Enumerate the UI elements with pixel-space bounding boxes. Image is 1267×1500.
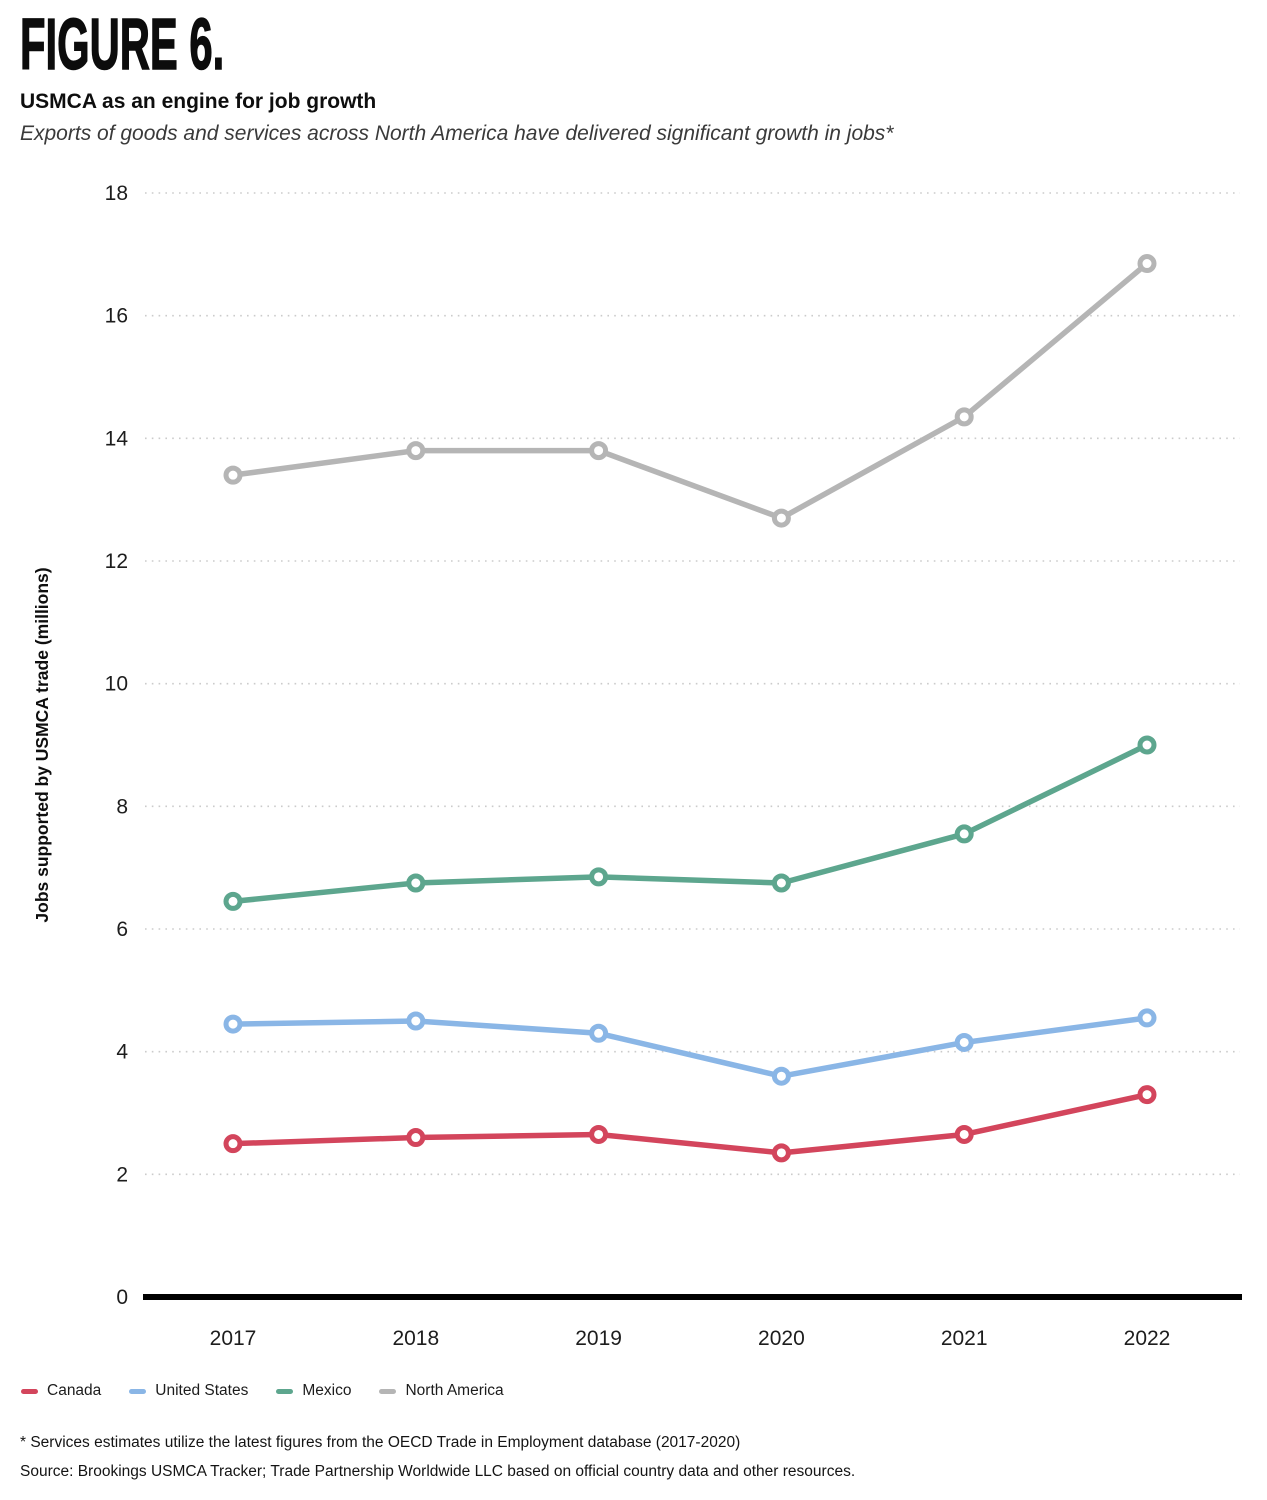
data-point-marker bbox=[406, 1011, 426, 1031]
x-tick-label: 2018 bbox=[392, 1327, 439, 1350]
footnote-source: Source: Brookings USMCA Tracker; Trade P… bbox=[20, 1463, 856, 1480]
data-point-marker bbox=[954, 407, 974, 427]
series-line-mexico bbox=[230, 742, 1150, 905]
data-point-marker bbox=[223, 891, 243, 911]
data-point-marker bbox=[954, 1032, 974, 1052]
x-tick-label: 2020 bbox=[758, 1327, 805, 1350]
chart-title: USMCA as an engine for job growth bbox=[20, 90, 377, 114]
data-point-marker bbox=[223, 1134, 243, 1154]
data-point-marker bbox=[1137, 254, 1157, 274]
y-tick-label: 0 bbox=[116, 1286, 128, 1309]
y-tick-label: 8 bbox=[116, 795, 128, 818]
x-tick-label: 2021 bbox=[941, 1327, 988, 1350]
series-line-canada bbox=[230, 1091, 1150, 1156]
y-tick-label: 4 bbox=[116, 1041, 128, 1064]
data-point-marker bbox=[771, 1143, 791, 1163]
data-point-marker bbox=[771, 1066, 791, 1086]
x-tick-label: 2022 bbox=[1124, 1327, 1171, 1350]
legend-label: Mexico bbox=[302, 1382, 352, 1399]
data-point-marker bbox=[406, 441, 426, 461]
legend-label: North America bbox=[405, 1382, 504, 1399]
y-tick-label: 2 bbox=[116, 1163, 128, 1186]
data-point-marker bbox=[1137, 735, 1157, 755]
data-point-marker bbox=[223, 465, 243, 485]
figure-label: FIGURE 6. bbox=[20, 5, 225, 85]
data-point-marker bbox=[1137, 1085, 1157, 1105]
data-point-marker bbox=[406, 1128, 426, 1148]
data-point-marker bbox=[1137, 1008, 1157, 1028]
data-point-marker bbox=[589, 1023, 609, 1043]
data-point-marker bbox=[589, 441, 609, 461]
legend-swatch-icon bbox=[276, 1388, 294, 1394]
data-point-marker bbox=[954, 824, 974, 844]
legend-label: Canada bbox=[47, 1382, 102, 1399]
data-point-marker bbox=[223, 1014, 243, 1034]
y-tick-label: 10 bbox=[105, 673, 128, 696]
series-line-north-america bbox=[230, 260, 1150, 521]
y-tick-label: 14 bbox=[105, 427, 129, 450]
legend-item-canada: Canada bbox=[21, 1382, 101, 1400]
chart-area: 0 2 4 6 8 10 12 14 16 18 Jobs supported by USMCA t… bbox=[0, 160, 1267, 1370]
legend-swatch-icon bbox=[21, 1388, 38, 1394]
legend-swatch-icon bbox=[129, 1388, 147, 1394]
y-tick-label: 12 bbox=[105, 550, 128, 573]
legend-swatch-icon bbox=[379, 1388, 397, 1394]
data-point-marker bbox=[589, 867, 609, 887]
data-point-marker bbox=[406, 873, 426, 893]
x-tick-label: 2019 bbox=[575, 1327, 622, 1350]
data-point-marker bbox=[771, 873, 791, 893]
x-tick-label: 2017 bbox=[210, 1327, 257, 1350]
y-tick-label: 16 bbox=[105, 305, 128, 328]
figure-header: FIGURE 6. USMCA as an engine for job gro… bbox=[20, 5, 1240, 146]
data-point-marker bbox=[954, 1124, 974, 1144]
legend-item-north-america: North America bbox=[379, 1382, 504, 1400]
footnotes: * Services estimates utilize the latest … bbox=[20, 1428, 1250, 1486]
y-tick-label: 6 bbox=[116, 918, 128, 941]
data-point-marker bbox=[771, 508, 791, 528]
series-line-united-states bbox=[230, 1015, 1150, 1079]
y-tick-label: 18 bbox=[105, 182, 128, 205]
legend-item-united-states: United States bbox=[129, 1382, 248, 1400]
data-point-marker bbox=[589, 1124, 609, 1144]
chart-subtitle: Exports of goods and services across Nor… bbox=[20, 122, 894, 146]
line-chart: 0 2 4 6 8 10 12 14 16 18 Jobs supported by USMCA t… bbox=[32, 182, 1242, 1350]
legend-item-mexico: Mexico bbox=[276, 1382, 351, 1400]
legend: Canada United States Mexico North America bbox=[21, 1382, 504, 1400]
legend-label: United States bbox=[155, 1382, 249, 1399]
footnote-asterisk: * Services estimates utilize the latest … bbox=[20, 1434, 741, 1451]
y-axis-title: Jobs supported by USMCA trade (millions) bbox=[32, 567, 52, 922]
